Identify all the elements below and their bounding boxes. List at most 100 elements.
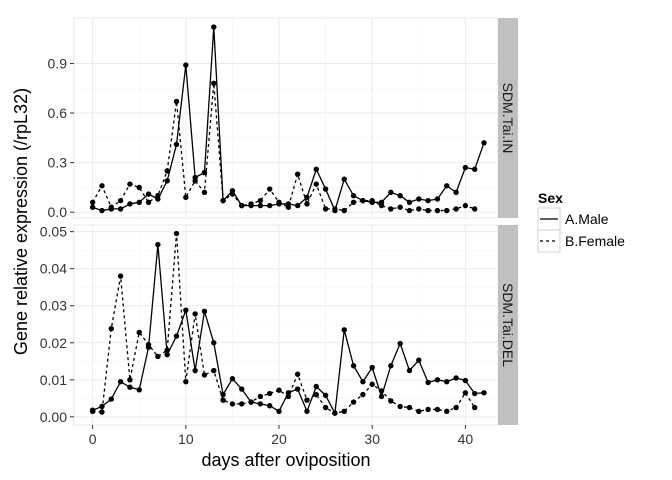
data-point: [397, 192, 403, 199]
data-point: [397, 340, 403, 347]
data-point: [397, 204, 403, 210]
data-point: [229, 401, 236, 407]
data-point: [108, 396, 114, 402]
data-point: [155, 192, 161, 199]
y-tick-label: 0.05: [40, 224, 67, 240]
data-point: [89, 408, 96, 414]
data-point: [472, 390, 478, 397]
panel-background: [73, 224, 499, 426]
data-point: [453, 189, 459, 196]
data-point: [257, 393, 264, 400]
data-point: [322, 392, 329, 399]
data-point: [406, 404, 413, 411]
data-point: [192, 367, 198, 374]
data-point: [453, 375, 459, 381]
data-point: [388, 206, 394, 212]
data-point: [89, 199, 96, 205]
data-point: [220, 197, 226, 204]
data-point: [229, 191, 236, 197]
data-point: [276, 408, 282, 414]
data-point: [294, 171, 301, 177]
data-point: [416, 206, 422, 212]
data-point: [360, 378, 366, 385]
data-point: [164, 351, 170, 358]
data-point: [239, 386, 245, 392]
data-point: [350, 192, 357, 199]
data-point: [164, 168, 170, 174]
data-point: [127, 201, 133, 207]
data-point: [416, 196, 422, 202]
data-point: [369, 381, 375, 387]
data-point: [173, 141, 180, 148]
data-point: [388, 189, 394, 196]
data-point: [472, 404, 478, 411]
data-point: [183, 194, 189, 201]
x-tick-label: 20: [271, 431, 287, 447]
x-axis: 0 10 20 30 40: [89, 425, 473, 447]
data-point: [434, 406, 441, 413]
data-point: [266, 202, 273, 209]
data-point: [276, 387, 282, 393]
data-point: [378, 393, 385, 400]
data-point: [155, 241, 161, 248]
data-point: [322, 186, 329, 192]
data-point: [99, 183, 105, 189]
data-point: [313, 181, 319, 187]
y-tick-label: 0.03: [40, 298, 67, 314]
data-point: [416, 408, 422, 414]
y-tick-label: 0.6: [48, 105, 68, 121]
data-point: [266, 186, 273, 192]
legend-label: B.Female: [565, 233, 625, 249]
data-point: [294, 371, 301, 377]
data-point: [406, 199, 413, 205]
data-point: [397, 403, 403, 410]
data-point: [257, 202, 264, 209]
data-point: [211, 367, 217, 374]
data-point: [211, 340, 217, 346]
data-point: [313, 166, 319, 172]
legend-title: Sex: [538, 190, 563, 206]
data-point: [285, 390, 292, 396]
data-point: [322, 206, 329, 212]
data-point: [164, 178, 170, 184]
panel-1: 0.0 0.3 0.6 0.9 SDM.Tai.IN: [48, 17, 518, 220]
data-point: [173, 333, 180, 339]
chart-panels: 0.00.30.60.9SDM.Tai.IN0.000.010.020.030.…: [40, 17, 518, 447]
data-point: [229, 376, 236, 382]
data-point: [434, 377, 441, 383]
data-point: [360, 391, 366, 398]
data-point: [350, 199, 357, 205]
data-point: [145, 199, 152, 205]
data-point: [117, 206, 124, 212]
data-point: [164, 347, 170, 353]
data-point: [406, 367, 413, 374]
x-tick-label: 10: [178, 431, 194, 447]
data-point: [127, 181, 133, 187]
data-point: [266, 390, 273, 397]
data-point: [425, 197, 431, 204]
facet-strip-label: SDM.Tai.DEL: [500, 283, 516, 367]
data-point: [444, 183, 450, 189]
data-point: [183, 307, 189, 313]
data-point: [444, 207, 450, 214]
data-point: [350, 399, 357, 405]
data-point: [341, 207, 347, 214]
data-point: [294, 386, 301, 392]
data-point: [304, 201, 310, 207]
data-point: [472, 206, 478, 212]
data-point: [378, 202, 385, 209]
data-point: [136, 329, 142, 336]
data-point: [276, 199, 282, 205]
data-point: [341, 176, 347, 182]
data-point: [99, 409, 105, 415]
data-point: [453, 404, 459, 411]
data-point: [145, 341, 152, 348]
data-point: [127, 384, 133, 390]
data-point: [425, 406, 431, 413]
data-point: [173, 230, 180, 237]
data-point: [388, 363, 394, 369]
data-point: [378, 388, 385, 394]
data-point: [117, 197, 124, 204]
data-point: [201, 372, 208, 378]
